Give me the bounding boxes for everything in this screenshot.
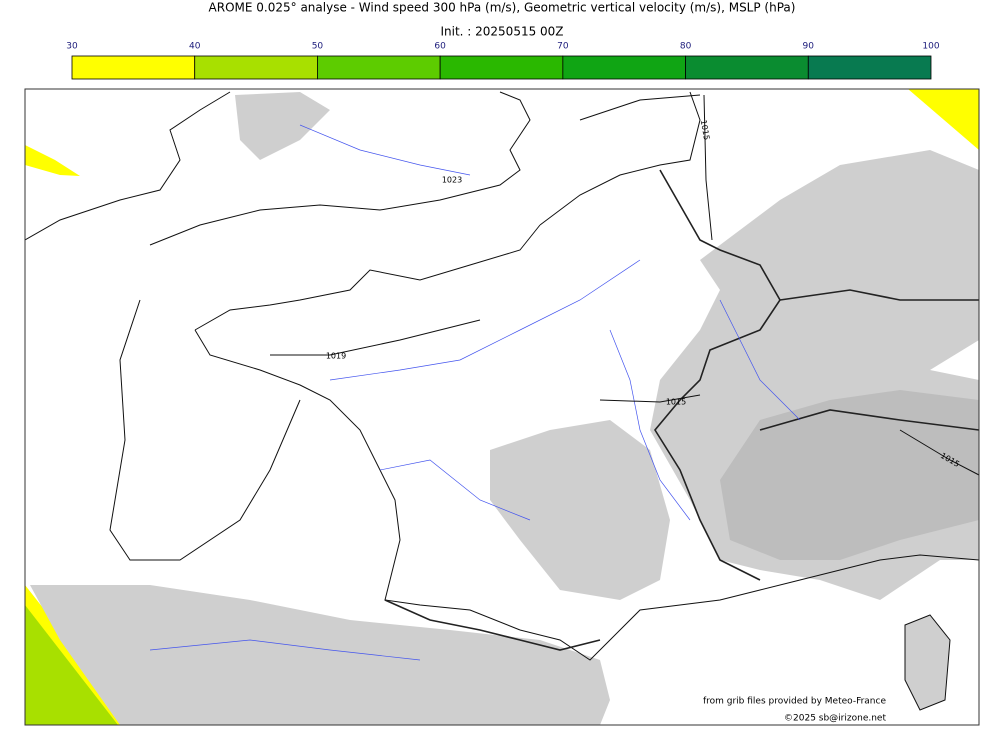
- colorbar-tick-label: 40: [189, 42, 201, 52]
- colorbar-segment: [807, 55, 932, 80]
- colorbar-tick-label: 80: [680, 42, 692, 52]
- velocity-area: [235, 92, 330, 160]
- wind-area: [25, 145, 80, 176]
- colorbar-segment: [685, 55, 809, 80]
- colorbar-segment: [71, 55, 196, 80]
- map-title: AROME 0.025° analyse - Wind speed 300 hP…: [209, 1, 796, 15]
- colorbar-tick-label: 30: [66, 42, 78, 52]
- colorbar-segment: [317, 55, 441, 80]
- isobar-label: 1015: [699, 119, 711, 141]
- velocity-area: [720, 390, 979, 560]
- velocity-area: [905, 615, 950, 710]
- map-frame: [24, 88, 980, 726]
- wind-area: [25, 605, 118, 725]
- colorbar-tick-label: 100: [922, 42, 939, 52]
- velocity-area: [490, 420, 670, 600]
- colorbar-tick-label: 60: [434, 42, 446, 52]
- credit-source: from grib files provided by Meteo-France: [703, 697, 886, 707]
- colorbar-tick-label: 50: [312, 42, 324, 52]
- isobar-label: 1023: [442, 176, 462, 185]
- colorbar-segment: [439, 55, 564, 80]
- velocity-area: [30, 585, 610, 725]
- colorbar: 30 40 50 60 70 80 90 100: [66, 42, 940, 80]
- map-area: [25, 89, 979, 725]
- isobar-label: 1019: [326, 352, 346, 361]
- wind-area: [908, 89, 979, 150]
- isobar-label: 1015: [666, 398, 686, 407]
- credit-author: ©2025 sb@irizone.net: [784, 714, 886, 724]
- colorbar-tick-label: 70: [557, 42, 569, 52]
- colorbar-segment: [194, 55, 318, 80]
- colorbar-segment: [562, 55, 686, 80]
- colorbar-tick-label: 90: [803, 42, 815, 52]
- init-time: Init. : 20250515 00Z: [440, 25, 563, 39]
